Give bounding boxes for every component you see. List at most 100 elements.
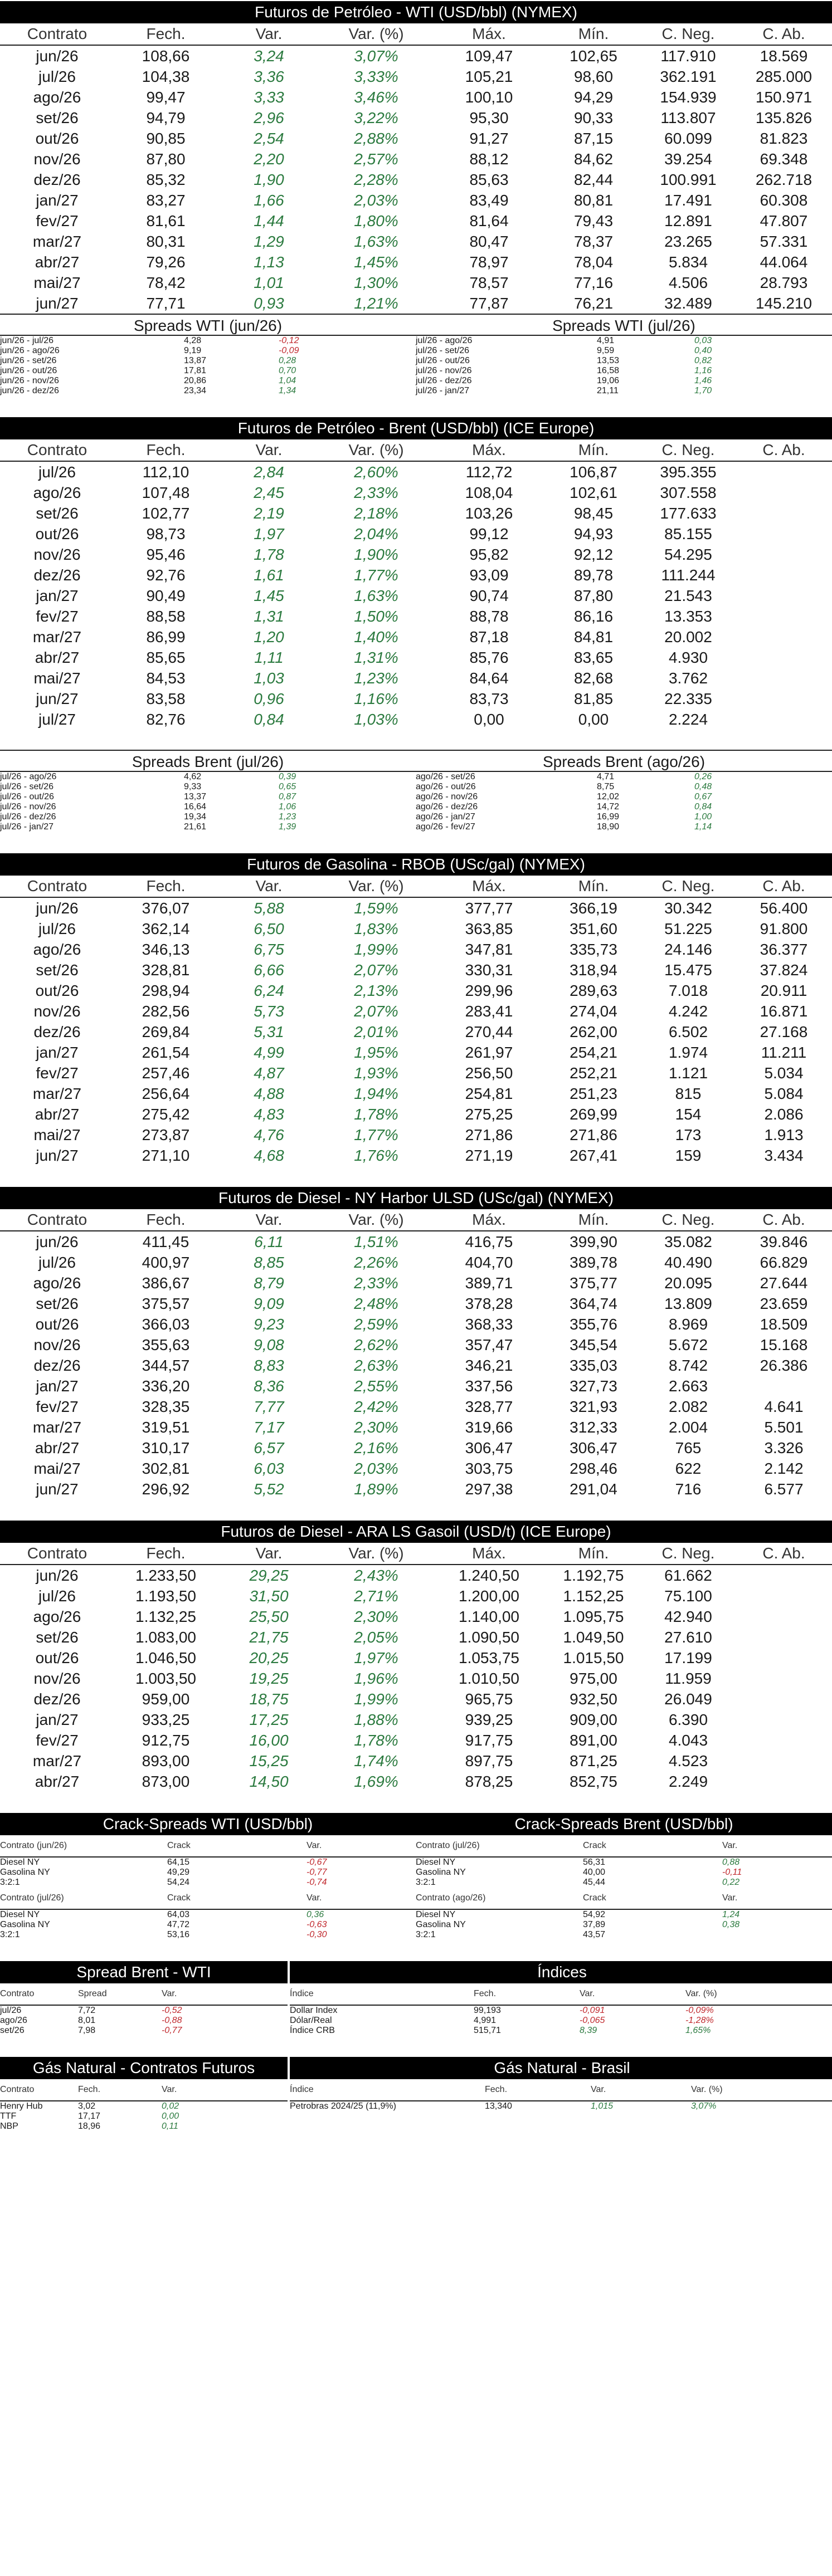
table-cell: 94,79: [146, 109, 186, 126]
table-cell: 77,87: [469, 295, 509, 312]
table-cell: 6,57: [254, 1439, 284, 1456]
table-row: jul/26 - out/26 13,53 0,82: [416, 356, 832, 366]
table-cell: 145.210: [755, 295, 812, 312]
table-cell: 84,62: [573, 150, 614, 168]
table-cell: 64,15: [167, 1858, 190, 1867]
table-cell: 177.633: [660, 505, 717, 522]
wti-table: jun/26 108,66 3,24 3,07% 109,47 102,65 117.910…: [0, 46, 832, 314]
brent-title: Futuros de Petróleo - Brent (USD/bbl) (I…: [0, 417, 832, 439]
table-cell: nov/26: [33, 1336, 81, 1353]
table-cell: 44.064: [760, 253, 808, 271]
table-cell: 54,92: [583, 1910, 606, 1919]
table-cell: 0,82: [694, 356, 712, 365]
table-cell: 108,04: [465, 484, 513, 501]
table-cell: Índice CRB: [290, 2026, 335, 2035]
table-cell: 1,23: [279, 812, 296, 822]
wti-spreads-right-title: Spreads WTI (jul/26): [416, 314, 832, 336]
table-cell: 1.192,75: [563, 1567, 624, 1584]
table-cell: 1.053,75: [459, 1649, 519, 1666]
table-cell: 4,83: [254, 1106, 284, 1123]
table-cell: 319,51: [142, 1419, 190, 1436]
column-header: Mín.: [578, 1544, 609, 1562]
table-cell: 273,87: [142, 1126, 190, 1143]
table-cell: ago/26 - set/26: [416, 772, 475, 781]
table-cell: fev/27: [36, 1732, 79, 1749]
table-cell: 270,44: [465, 1023, 513, 1040]
column-header: C. Ab.: [762, 1211, 805, 1228]
table-cell: 267,41: [570, 1147, 617, 1164]
table-row: jun/27 83,58 0,96 1,16% 83,73 81,85 22.335: [0, 688, 832, 709]
table-cell: 99,193: [474, 2006, 501, 2015]
column-header: Fech.: [146, 1544, 186, 1562]
table-cell: 112,10: [142, 463, 189, 481]
table-cell: 2,03%: [354, 1460, 398, 1477]
table-cell: 21.543: [664, 587, 712, 604]
table-cell: 1,83%: [354, 920, 398, 937]
table-cell: 6,03: [254, 1460, 284, 1477]
table-cell: 109,47: [465, 47, 513, 65]
table-cell: 13.353: [664, 608, 712, 625]
table-cell: 909,00: [570, 1711, 617, 1728]
table-cell: 893,00: [142, 1752, 190, 1770]
table-cell: 1,45%: [354, 253, 398, 271]
table-cell: 37.824: [760, 961, 808, 979]
table-cell: 345,54: [570, 1336, 617, 1353]
column-header: Contrato: [27, 441, 87, 458]
table-row: jul/26 - dez/26 19,06 1,46: [416, 376, 832, 386]
table-row: Diesel NY 64,15 -0,67: [0, 1858, 416, 1868]
table-cell: abr/27: [35, 1439, 80, 1456]
table-cell: jun/26: [36, 47, 79, 65]
table-cell: 43,57: [583, 1930, 606, 1939]
table-row: dez/26 269,84 5,31 2,01% 270,44 262,00 6.502 27…: [0, 1021, 832, 1042]
gas-brasil: Gás Natural - Brasil Índice Fech. Var. Var.…: [290, 2057, 832, 2132]
wti-spreads-left-table: jun/26 - jul/26 4,28 -0,12 jun/26 - ago/26 9…: [0, 336, 416, 396]
table-cell: 282,56: [142, 1003, 190, 1020]
column-header: C. Neg.: [661, 1211, 715, 1228]
brent-table: jul/26 112,10 2,84 2,60% 112,72 106,87 395.355…: [0, 462, 832, 730]
table-cell: 1,31: [254, 608, 284, 625]
spread-bw-header: Contrato Spread Var.: [0, 1983, 288, 2006]
table-cell: 302,81: [142, 1460, 190, 1477]
table-cell: jul/26: [38, 68, 76, 85]
table-row: jun/26 108,66 3,24 3,07% 109,47 102,65 117.910…: [0, 46, 832, 66]
table-cell: 77,16: [573, 274, 614, 291]
table-cell: 8,79: [254, 1274, 284, 1292]
table-cell: 2,03%: [354, 192, 398, 209]
table-cell: 306,47: [465, 1439, 513, 1456]
table-cell: 13,87: [184, 356, 207, 365]
table-cell: 89,78: [573, 566, 614, 584]
table-cell: nov/26: [33, 1003, 81, 1020]
table-cell: 1,78%: [354, 1732, 398, 1749]
table-cell: 2,01%: [354, 1023, 398, 1040]
table-row: mar/27 80,31 1,29 1,63% 80,47 78,37 23.265 57.3…: [0, 231, 832, 252]
table-cell: 1,97: [254, 525, 284, 542]
table-cell: 307.558: [660, 484, 717, 501]
column-header: C. Neg.: [661, 1544, 715, 1562]
column-header: Var.: [591, 2085, 606, 2094]
table-cell: -0,11: [722, 1868, 742, 1877]
table-cell: fev/27: [36, 1398, 79, 1415]
table-cell: 83,49: [469, 192, 509, 209]
table-cell: 20.002: [664, 628, 712, 646]
column-header: Contrato (jul/26): [416, 1841, 480, 1850]
table-cell: 0,03: [694, 336, 712, 345]
table-cell: 2,30%: [354, 1608, 398, 1625]
table-cell: abr/27: [35, 1106, 80, 1123]
table-cell: 2,60%: [354, 463, 398, 481]
table-cell: 404,70: [465, 1254, 513, 1271]
column-header: Contrato (jun/26): [0, 1841, 67, 1850]
table-cell: 2,43%: [354, 1567, 398, 1584]
table-cell: 321,93: [570, 1398, 617, 1415]
column-header: Contrato: [27, 877, 87, 894]
table-cell: 1,03: [254, 669, 284, 687]
table-cell: 389,71: [465, 1274, 513, 1292]
table-cell: jun/27: [36, 690, 79, 707]
table-cell: 1,31%: [354, 649, 398, 666]
table-cell: [736, 482, 832, 503]
table-row: jun/27 296,92 5,52 1,89% 297,38 291,04 716 6.57…: [0, 1479, 832, 1499]
table-cell: 254,81: [465, 1085, 513, 1102]
table-cell: 262,00: [570, 1023, 617, 1040]
table-cell: 94,93: [573, 525, 614, 542]
table-cell: 6.577: [764, 1480, 804, 1498]
table-cell: 2,16%: [354, 1439, 398, 1456]
